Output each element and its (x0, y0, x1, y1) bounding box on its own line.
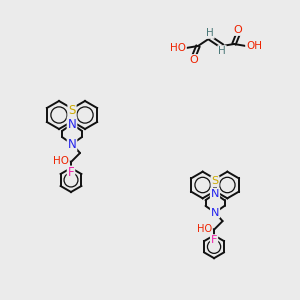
Text: N: N (211, 189, 219, 199)
Text: OH: OH (246, 41, 262, 51)
Text: S: S (68, 104, 76, 118)
Text: N: N (68, 118, 76, 130)
Text: F: F (211, 235, 217, 245)
Text: N: N (68, 137, 76, 151)
Text: H: H (206, 28, 214, 38)
Text: S: S (212, 176, 219, 186)
Text: O: O (190, 55, 198, 65)
Text: HO: HO (53, 156, 69, 166)
Text: F: F (68, 167, 74, 179)
Text: O: O (234, 25, 242, 35)
Text: N: N (211, 208, 219, 218)
Text: HO: HO (197, 224, 212, 234)
Text: HO: HO (170, 43, 186, 53)
Text: H: H (218, 46, 226, 56)
